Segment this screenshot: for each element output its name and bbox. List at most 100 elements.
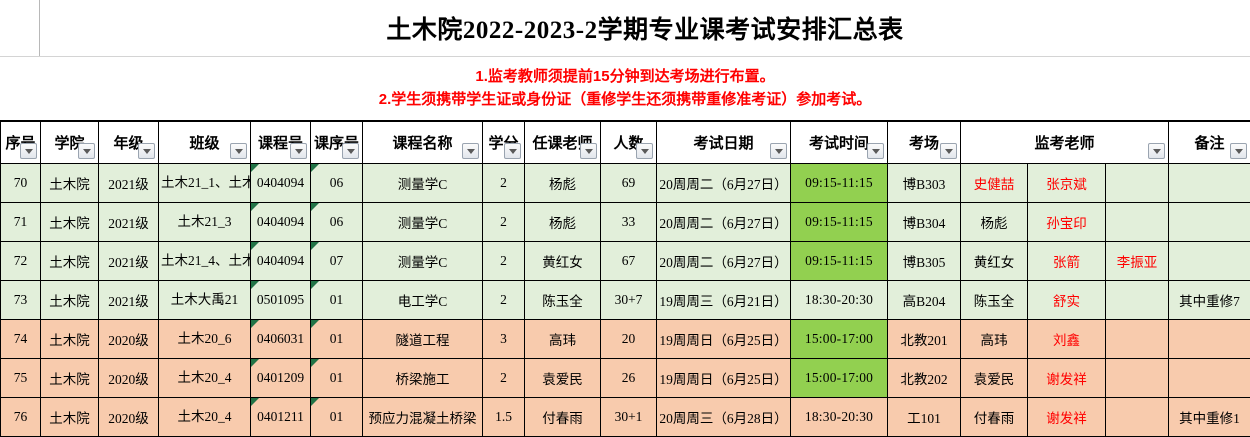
cell-proctor-3[interactable] <box>1106 359 1169 398</box>
cell-no[interactable]: 72 <box>1 242 41 281</box>
cell-credit[interactable]: 2 <box>483 203 525 242</box>
cell-grade[interactable]: 2020级 <box>99 320 159 359</box>
column-header-no[interactable]: 序号 <box>1 122 41 164</box>
cell-room[interactable]: 北教201 <box>888 320 961 359</box>
column-header-remark[interactable]: 备注 <box>1169 122 1250 164</box>
column-header-course-code[interactable]: 课程号 <box>251 122 311 164</box>
cell-course-seq[interactable]: 01 <box>311 320 363 359</box>
cell-room[interactable]: 博B305 <box>888 242 961 281</box>
cell-exam-time[interactable]: 09:15-11:15 <box>791 242 888 281</box>
cell-count[interactable]: 26 <box>601 359 657 398</box>
cell-course-name[interactable]: 测量学C <box>363 242 483 281</box>
cell-exam-time[interactable]: 15:00-17:00 <box>791 359 888 398</box>
cell-remark[interactable]: 其中重修7 <box>1169 281 1250 320</box>
cell-proctor-2[interactable]: 刘鑫 <box>1028 320 1106 359</box>
cell-proctor-1[interactable]: 高玮 <box>961 320 1028 359</box>
column-header-exam-time[interactable]: 考试时间 <box>791 122 888 164</box>
column-header-teacher[interactable]: 任课老师 <box>525 122 601 164</box>
column-header-exam-date[interactable]: 考试日期 <box>657 122 791 164</box>
cell-proctor-1[interactable]: 黄红女 <box>961 242 1028 281</box>
filter-dropdown-icon[interactable] <box>342 143 359 159</box>
cell-exam-date[interactable]: 19周周日（6月25日） <box>657 320 791 359</box>
cell-course-seq[interactable]: 01 <box>311 359 363 398</box>
cell-course-code[interactable]: 0406031 <box>251 320 311 359</box>
cell-course-seq[interactable]: 06 <box>311 164 363 203</box>
cell-room[interactable]: 北教202 <box>888 359 961 398</box>
cell-course-seq[interactable]: 01 <box>311 281 363 320</box>
cell-proctor-3[interactable] <box>1106 203 1169 242</box>
cell-course-name[interactable]: 测量学C <box>363 203 483 242</box>
filter-dropdown-icon[interactable] <box>462 143 479 159</box>
cell-teacher[interactable]: 杨彪 <box>525 164 601 203</box>
cell-course-code[interactable]: 0501095 <box>251 281 311 320</box>
cell-course-name[interactable]: 隧道工程 <box>363 320 483 359</box>
cell-course-name[interactable]: 电工学C <box>363 281 483 320</box>
column-header-course-seq[interactable]: 课序号 <box>311 122 363 164</box>
cell-grade[interactable]: 2021级 <box>99 281 159 320</box>
cell-proctor-2[interactable]: 舒实 <box>1028 281 1106 320</box>
cell-exam-time[interactable]: 09:15-11:15 <box>791 164 888 203</box>
table-row[interactable]: 70土木院2021级土木21_1、土木21_2040409406测量学C2杨彪6… <box>1 164 1250 203</box>
cell-count[interactable]: 20 <box>601 320 657 359</box>
cell-proctor-1[interactable]: 陈玉全 <box>961 281 1028 320</box>
cell-class[interactable]: 土木大禹21 <box>159 281 251 320</box>
filter-dropdown-icon[interactable] <box>1230 143 1247 159</box>
cell-course-code[interactable]: 0404094 <box>251 164 311 203</box>
cell-course-seq[interactable]: 07 <box>311 242 363 281</box>
cell-exam-date[interactable]: 20周周二（6月27日） <box>657 203 791 242</box>
cell-no[interactable]: 71 <box>1 203 41 242</box>
cell-class[interactable]: 土木21_3 <box>159 203 251 242</box>
cell-grade[interactable]: 2021级 <box>99 164 159 203</box>
cell-credit[interactable]: 2 <box>483 281 525 320</box>
cell-college[interactable]: 土木院 <box>41 203 99 242</box>
filter-dropdown-icon[interactable] <box>290 143 307 159</box>
filter-dropdown-icon[interactable] <box>230 143 247 159</box>
column-header-credit[interactable]: 学分 <box>483 122 525 164</box>
cell-college[interactable]: 土木院 <box>41 164 99 203</box>
cell-room[interactable]: 高B204 <box>888 281 961 320</box>
cell-exam-time[interactable]: 15:00-17:00 <box>791 320 888 359</box>
cell-no[interactable]: 73 <box>1 281 41 320</box>
column-header-college[interactable]: 学院 <box>41 122 99 164</box>
cell-college[interactable]: 土木院 <box>41 281 99 320</box>
cell-no[interactable]: 70 <box>1 164 41 203</box>
cell-credit[interactable]: 2 <box>483 242 525 281</box>
cell-remark[interactable] <box>1169 320 1250 359</box>
filter-dropdown-icon[interactable] <box>1148 143 1165 159</box>
table-row[interactable]: 72土木院2021级土木21_4、土木21_5040409407测量学C2黄红女… <box>1 242 1250 281</box>
cell-college[interactable]: 土木院 <box>41 359 99 398</box>
cell-college[interactable]: 土木院 <box>41 242 99 281</box>
cell-proctor-1[interactable]: 史健喆 <box>961 164 1028 203</box>
cell-proctor-2[interactable]: 张箭 <box>1028 242 1106 281</box>
cell-course-name[interactable]: 桥梁施工 <box>363 359 483 398</box>
column-header-grade[interactable]: 年级 <box>99 122 159 164</box>
filter-dropdown-icon[interactable] <box>940 143 957 159</box>
cell-teacher[interactable]: 黄红女 <box>525 242 601 281</box>
cell-exam-date[interactable]: 20周周二（6月27日） <box>657 242 791 281</box>
cell-class[interactable]: 土木20_6 <box>159 320 251 359</box>
cell-count[interactable]: 33 <box>601 203 657 242</box>
filter-dropdown-icon[interactable] <box>138 143 155 159</box>
filter-dropdown-icon[interactable] <box>770 143 787 159</box>
column-header-proctors[interactable]: 监考老师 <box>961 122 1169 164</box>
cell-proctor-2[interactable]: 张京斌 <box>1028 164 1106 203</box>
column-header-class[interactable]: 班级 <box>159 122 251 164</box>
cell-exam-time[interactable]: 18:30-20:30 <box>791 281 888 320</box>
cell-exam-date[interactable]: 19周周三（6月21日） <box>657 281 791 320</box>
cell-course-seq[interactable]: 06 <box>311 203 363 242</box>
cell-grade[interactable]: 2020级 <box>99 359 159 398</box>
cell-count[interactable]: 67 <box>601 242 657 281</box>
filter-dropdown-icon[interactable] <box>504 143 521 159</box>
cell-count[interactable]: 30+7 <box>601 281 657 320</box>
cell-proctor-2[interactable]: 谢发祥 <box>1028 359 1106 398</box>
cell-course-code[interactable]: 0401209 <box>251 359 311 398</box>
cell-grade[interactable]: 2021级 <box>99 203 159 242</box>
cell-remark[interactable] <box>1169 242 1250 281</box>
cell-class[interactable]: 土木21_4、土木21_5 <box>159 242 251 281</box>
column-header-room[interactable]: 考场 <box>888 122 961 164</box>
cell-course-name[interactable]: 测量学C <box>363 164 483 203</box>
cell-teacher[interactable]: 高玮 <box>525 320 601 359</box>
